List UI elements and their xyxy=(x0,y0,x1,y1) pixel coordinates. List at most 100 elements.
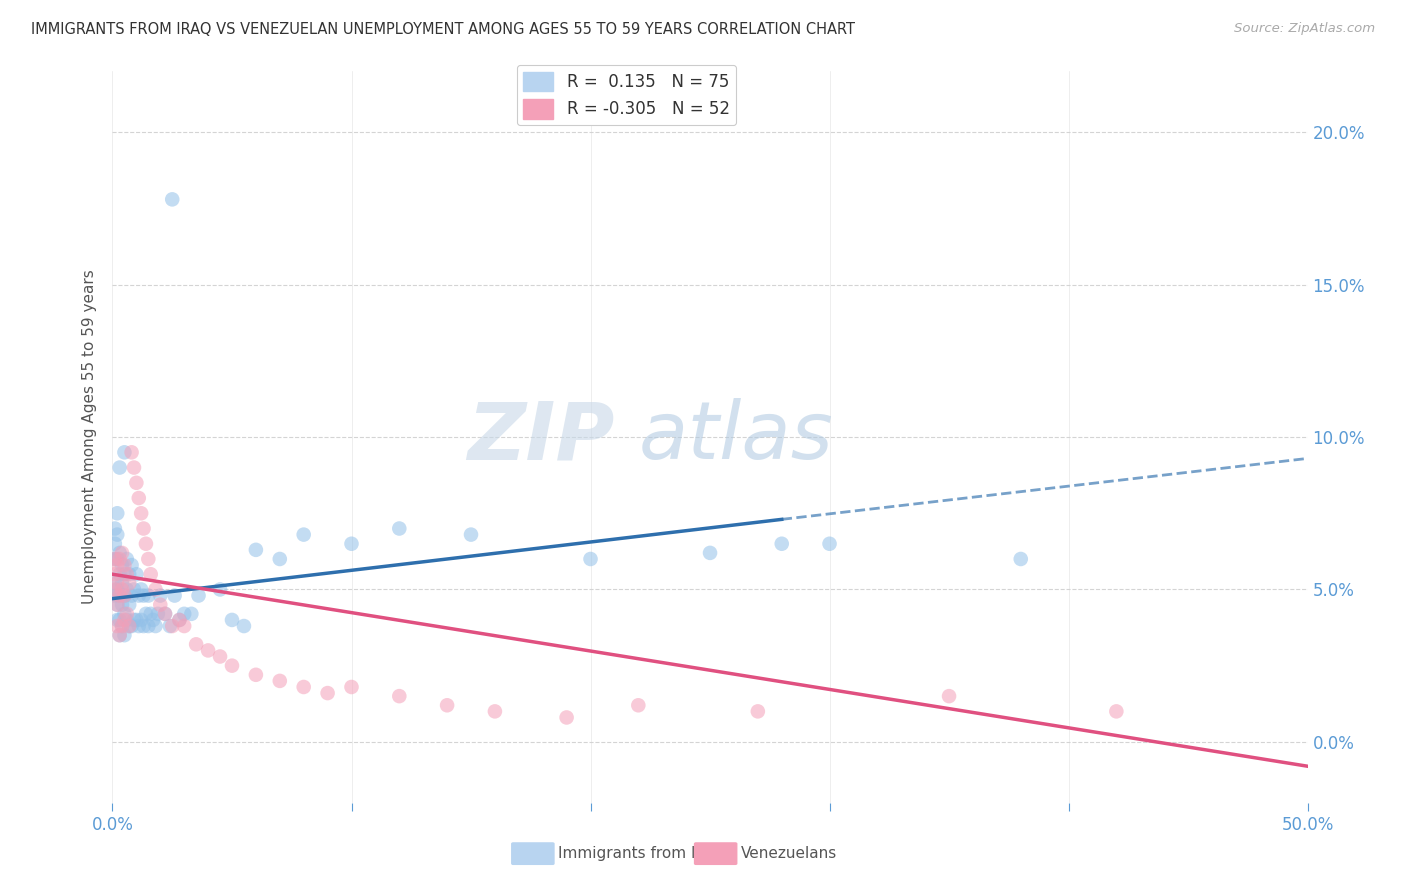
Point xyxy=(111,582,134,597)
Point xyxy=(122,613,145,627)
Point xyxy=(340,680,363,694)
Point xyxy=(1105,705,1128,719)
Point xyxy=(125,613,148,627)
Point xyxy=(108,589,131,603)
Point xyxy=(132,521,155,535)
Text: Venezuelans: Venezuelans xyxy=(741,847,837,861)
Point xyxy=(153,607,176,621)
Point xyxy=(114,558,135,573)
Point xyxy=(114,613,135,627)
Point xyxy=(111,546,134,560)
Text: ZIP: ZIP xyxy=(467,398,614,476)
Point xyxy=(121,445,143,459)
Point xyxy=(138,589,160,603)
Point xyxy=(114,445,135,459)
Point xyxy=(484,705,506,719)
Point xyxy=(221,658,243,673)
Point xyxy=(114,589,135,603)
Point xyxy=(555,710,578,724)
Point xyxy=(135,537,157,551)
Point xyxy=(115,567,138,582)
Point xyxy=(115,552,138,566)
Point xyxy=(114,567,135,582)
Point xyxy=(436,698,458,713)
Point xyxy=(118,619,141,633)
Point xyxy=(129,613,152,627)
Point xyxy=(163,589,186,603)
Point xyxy=(388,689,411,703)
Text: atlas: atlas xyxy=(638,398,834,476)
Point xyxy=(115,607,138,621)
Point xyxy=(627,698,650,713)
Point xyxy=(233,619,256,633)
Point xyxy=(118,576,141,591)
Point xyxy=(269,673,291,688)
Point xyxy=(128,491,150,505)
Text: Source: ZipAtlas.com: Source: ZipAtlas.com xyxy=(1234,22,1375,36)
Point xyxy=(104,552,127,566)
Point xyxy=(114,607,135,621)
Point xyxy=(108,546,131,560)
Point xyxy=(108,628,131,642)
Point xyxy=(122,582,145,597)
Point xyxy=(108,552,131,566)
Point xyxy=(316,686,339,700)
Point xyxy=(105,552,128,566)
Point xyxy=(209,582,232,597)
Point xyxy=(108,589,131,603)
Point xyxy=(128,589,150,603)
Point xyxy=(699,546,721,560)
Point xyxy=(153,607,176,621)
Point xyxy=(115,613,138,627)
Point xyxy=(173,607,195,621)
Point xyxy=(209,649,232,664)
Point xyxy=(149,598,172,612)
Point xyxy=(105,619,128,633)
Y-axis label: Unemployment Among Ages 55 to 59 years: Unemployment Among Ages 55 to 59 years xyxy=(82,269,97,605)
Point xyxy=(104,582,127,597)
Point xyxy=(114,628,135,642)
Point xyxy=(132,619,155,633)
Point xyxy=(122,460,145,475)
Point xyxy=(388,521,411,535)
Point xyxy=(104,576,127,591)
Point xyxy=(111,619,134,633)
Point xyxy=(747,705,769,719)
Point xyxy=(135,607,157,621)
Point xyxy=(108,613,131,627)
Point xyxy=(121,558,143,573)
Point xyxy=(129,506,152,520)
Point xyxy=(938,689,960,703)
Point xyxy=(169,613,191,627)
Point xyxy=(105,506,128,520)
Point xyxy=(245,542,267,557)
Point xyxy=(579,552,602,566)
Point xyxy=(118,619,141,633)
Point xyxy=(187,589,209,603)
Point xyxy=(818,537,841,551)
Text: Immigrants from Iraq: Immigrants from Iraq xyxy=(558,847,721,861)
Point xyxy=(139,567,162,582)
Point xyxy=(105,558,128,573)
Point xyxy=(111,598,134,612)
Point xyxy=(245,667,267,681)
Point xyxy=(111,619,134,633)
Point xyxy=(162,192,183,206)
Point xyxy=(105,576,128,591)
Point xyxy=(118,598,141,612)
Point xyxy=(138,619,160,633)
Point xyxy=(770,537,793,551)
Point xyxy=(173,619,195,633)
Point xyxy=(104,589,127,603)
Point xyxy=(104,567,127,582)
Point xyxy=(105,582,128,597)
Point xyxy=(105,613,128,627)
Point xyxy=(1010,552,1032,566)
Point xyxy=(125,475,148,490)
Point xyxy=(111,576,134,591)
Point xyxy=(118,567,141,582)
Point xyxy=(292,527,315,541)
Point xyxy=(104,537,127,551)
Point xyxy=(221,613,243,627)
Point xyxy=(129,582,152,597)
